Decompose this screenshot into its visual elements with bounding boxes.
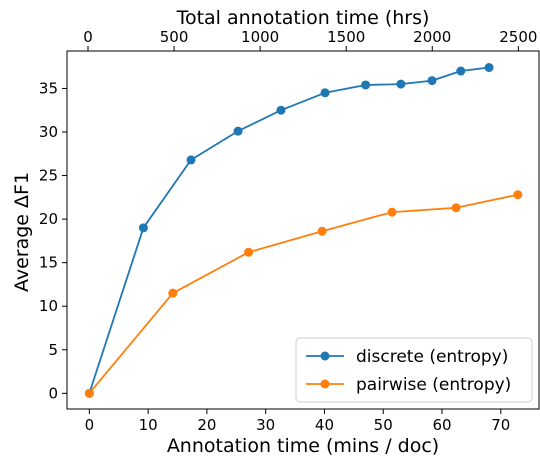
series-layer <box>84 63 523 398</box>
legend-item: discrete (entropy) <box>306 347 508 367</box>
legend-box <box>295 337 533 403</box>
x-tick-label: 20 <box>197 416 216 434</box>
x-tick-label: 10 <box>139 416 158 434</box>
data-point <box>317 226 327 236</box>
y-tick-label: 0 <box>48 384 58 402</box>
top-tick-label: 0 <box>83 28 93 46</box>
top-tick-label: 2500 <box>499 28 537 46</box>
x-tick-label: 30 <box>256 416 275 434</box>
data-point <box>484 63 494 73</box>
data-point <box>320 88 330 98</box>
data-point <box>276 105 286 115</box>
x-tick-label: 60 <box>432 416 451 434</box>
y-tick-label: 10 <box>39 297 58 315</box>
data-point <box>427 76 437 86</box>
legend-label: discrete (entropy) <box>356 347 508 367</box>
data-point <box>513 190 523 200</box>
top-tick-label: 1000 <box>241 28 279 46</box>
x-tick-label: 70 <box>491 416 510 434</box>
legend-item: pairwise (entropy) <box>306 375 511 395</box>
y-tick-label: 20 <box>39 210 58 228</box>
data-point <box>186 155 196 165</box>
legend: discrete (entropy) pairwise (entropy) <box>295 337 533 403</box>
plot-frame <box>66 50 540 410</box>
x-tick-label: 0 <box>85 416 95 434</box>
x-axis-title: Annotation time (mins / doc) <box>167 435 439 457</box>
y-tick-label: 5 <box>48 341 58 359</box>
data-point <box>84 388 94 398</box>
data-point <box>387 207 397 217</box>
y-tick-label: 25 <box>39 167 58 185</box>
x-axis: 0 10 20 30 40 50 60 70 <box>85 409 510 434</box>
legend-label: pairwise (entropy) <box>356 375 511 395</box>
data-point <box>451 203 461 213</box>
y-axis: 0 5 10 15 20 25 30 35 <box>39 79 67 402</box>
secondary-x-axis-title: Total annotation time (hrs) <box>176 7 430 29</box>
data-point <box>168 288 178 298</box>
y-tick-label: 30 <box>39 123 58 141</box>
data-point <box>233 126 243 136</box>
top-tick-label: 1500 <box>327 28 365 46</box>
legend-marker <box>320 379 330 389</box>
secondary-x-axis: 0 500 1000 1500 2000 2500 <box>83 28 537 51</box>
y-axis-title: Average ΔF1 <box>11 172 33 292</box>
data-point <box>138 223 148 233</box>
data-point <box>361 80 371 90</box>
data-point <box>244 247 254 257</box>
x-tick-label: 40 <box>315 416 334 434</box>
data-point <box>396 79 406 89</box>
plot-area <box>66 50 540 410</box>
series-2 <box>84 190 523 398</box>
top-tick-label: 500 <box>160 28 189 46</box>
y-tick-label: 35 <box>39 79 58 97</box>
x-tick-label: 50 <box>374 416 393 434</box>
legend-marker <box>320 351 330 361</box>
top-tick-label: 2000 <box>413 28 451 46</box>
data-point <box>456 66 466 76</box>
y-tick-label: 15 <box>39 254 58 272</box>
